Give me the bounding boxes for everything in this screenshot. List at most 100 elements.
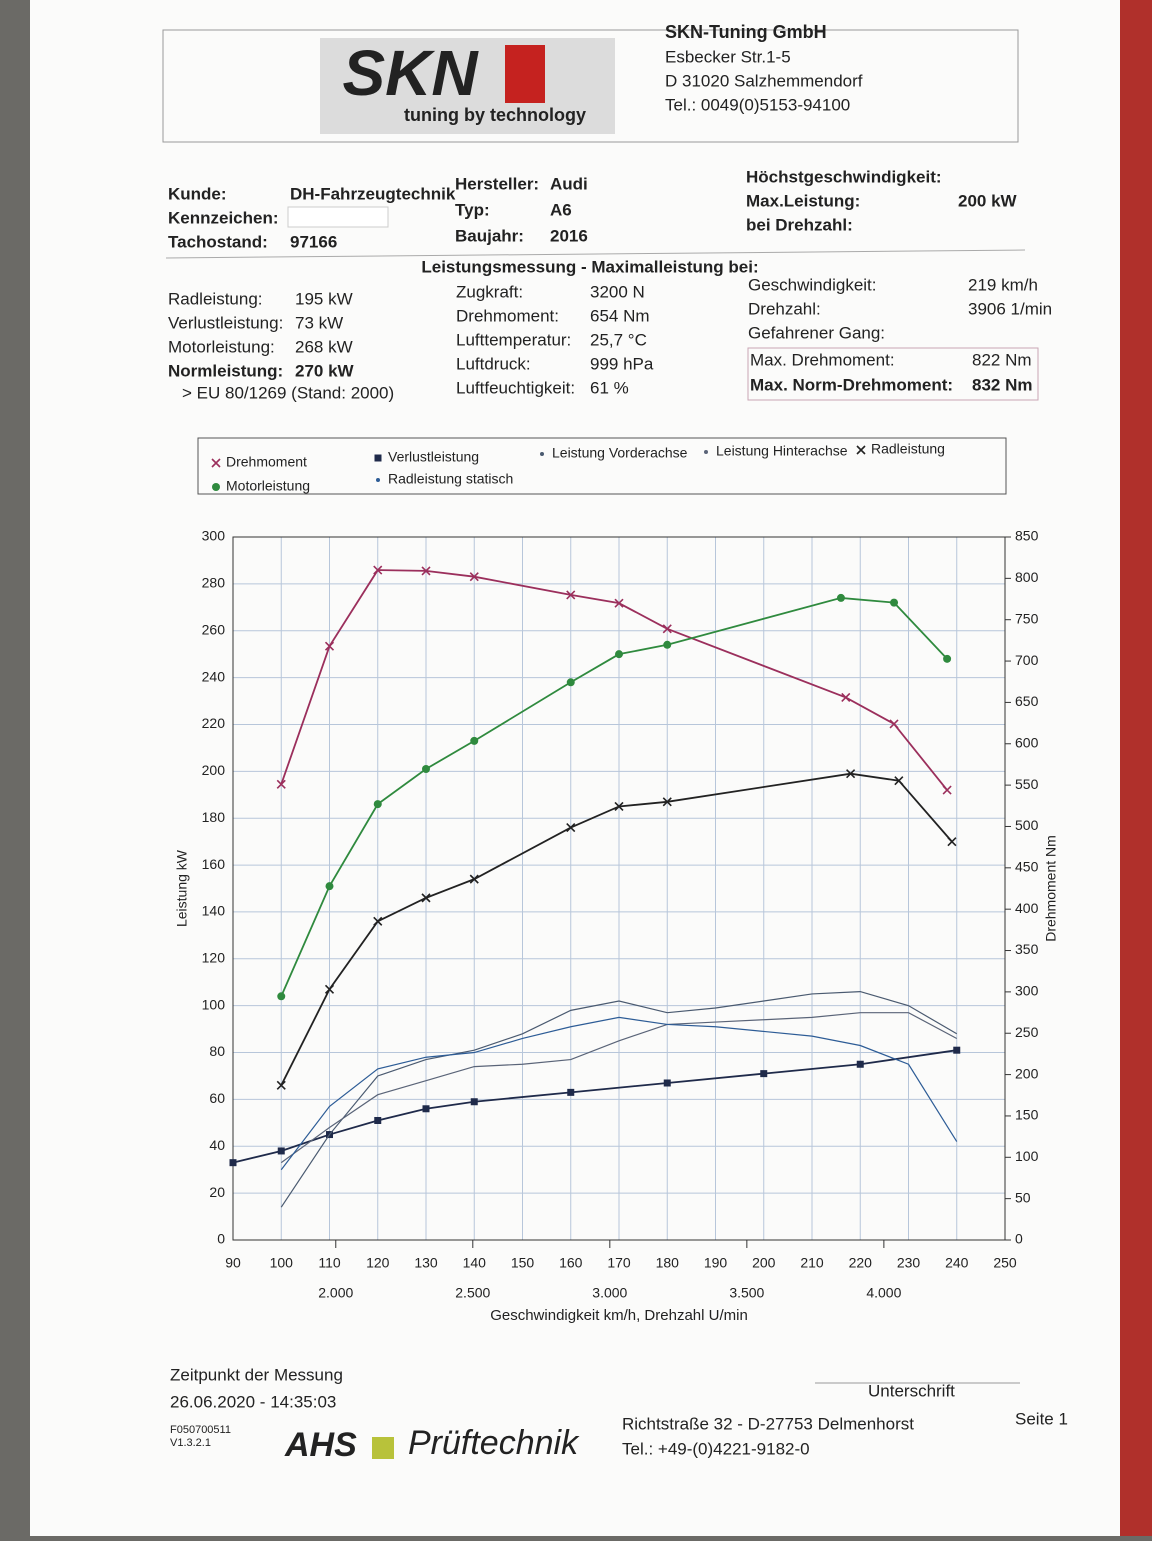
x-tick-label: 170 (607, 1255, 631, 1271)
y2-tick-label: 650 (1015, 693, 1039, 709)
marker (841, 692, 851, 703)
marker (376, 478, 380, 482)
version: V1.3.2.1 (170, 1437, 211, 1449)
y-tick-label: 200 (202, 762, 226, 778)
x-tick-label: 90 (225, 1255, 241, 1271)
field-value: A6 (550, 200, 572, 219)
x-tick-label: 110 (318, 1255, 341, 1271)
field-label: Gefahrener Gang: (748, 323, 885, 342)
y2-tick-label: 700 (1015, 652, 1039, 668)
y-tick-label: 160 (202, 856, 226, 872)
x-tick-label: 100 (270, 1255, 294, 1271)
measurement-title: Leistungsmessung - Maximalleistung bei: (421, 257, 758, 276)
marker (277, 992, 286, 1001)
marker (566, 823, 576, 833)
company: SKN-Tuning GmbH (665, 22, 827, 42)
field-label: Kennzeichen: (168, 208, 279, 227)
field-label: Radleistung: (168, 289, 263, 308)
field-value: 73 kW (295, 313, 343, 332)
field-label: Luftfeuchtigkeit: (456, 378, 575, 397)
field-label: Max. Drehmoment: (750, 350, 895, 369)
y-tick-label: 280 (202, 575, 226, 591)
field-label: Luftdruck: (456, 354, 531, 373)
field-value: 268 kW (295, 337, 353, 356)
x2-tick-label: 2.000 (318, 1285, 353, 1301)
marker (276, 779, 286, 789)
y2-tick-label: 100 (1015, 1148, 1039, 1164)
marker (836, 593, 845, 602)
marker (943, 654, 952, 663)
field-label: Lufttemperatur: (456, 330, 571, 349)
legend-label: Leistung Hinterachse (716, 443, 848, 459)
field-value: 97166 (290, 232, 337, 251)
marker (856, 445, 866, 455)
field-value: 61 % (590, 378, 629, 397)
redaction (287, 206, 389, 228)
y2-tick-label: 600 (1015, 734, 1039, 750)
marker (856, 1060, 864, 1068)
x2-tick-label: 2.500 (455, 1285, 490, 1301)
field-value: Audi (550, 174, 588, 193)
field-value: 219 km/h (968, 275, 1038, 294)
marker (953, 1046, 961, 1054)
marker (889, 719, 899, 729)
y-tick-label: 40 (209, 1137, 225, 1153)
field-value: DH-Fahrzeugtechnik (290, 184, 456, 203)
field-label: Max. Norm-Drehmoment: (750, 375, 953, 394)
x2-tick-label: 3.000 (592, 1285, 627, 1301)
field-label: Kunde: (168, 184, 227, 203)
header-box (162, 29, 1019, 143)
field-label: Zugkraft: (456, 282, 523, 301)
y-tick-label: 20 (209, 1184, 225, 1200)
field-label: Geschwindigkeit: (748, 275, 877, 294)
marker (212, 483, 220, 491)
marker (229, 1159, 237, 1167)
time-label: Zeitpunkt der Messung (170, 1365, 343, 1384)
y-tick-label: 0 (217, 1231, 225, 1247)
y2-tick-label: 800 (1015, 569, 1039, 585)
field-value: 3200 N (590, 282, 645, 301)
marker (566, 678, 575, 687)
max-box (747, 347, 1039, 401)
city: D 31020 Salzhemmendorf (665, 71, 863, 90)
x-tick-label: 230 (897, 1255, 921, 1271)
logo-box (320, 38, 615, 134)
x-tick-label: 150 (511, 1255, 535, 1271)
y-tick-label: 240 (202, 668, 226, 684)
y2-tick-label: 0 (1015, 1231, 1023, 1247)
marker (421, 566, 431, 576)
field-label: Normleistung: (168, 361, 283, 380)
marker (373, 916, 383, 926)
y2-tick-label: 300 (1015, 983, 1039, 999)
field-label: Tachostand: (168, 232, 268, 251)
y2-tick-label: 350 (1015, 941, 1039, 957)
y-tick-label: 260 (202, 621, 226, 637)
marker (421, 893, 431, 903)
y2-tick-label: 850 (1015, 528, 1039, 544)
y2-tick-label: 150 (1015, 1107, 1039, 1123)
phone: Tel.: 0049(0)5153-94100 (665, 95, 850, 114)
marker (662, 624, 672, 634)
chart: 90 100 110 120 130 140 150 160 170 180 190 200 210 22… (174, 441, 1059, 1324)
y2-tick-label: 200 (1015, 1065, 1039, 1081)
paper (30, 0, 1120, 1536)
x-tick-label: 220 (849, 1255, 873, 1271)
time: 26.06.2020 - 14:35:03 (170, 1392, 336, 1411)
marker (540, 452, 544, 456)
page-number: Seite 1 (1015, 1409, 1068, 1428)
divider (165, 249, 1026, 259)
y2-axis-label: Drehmoment Nm (1043, 835, 1059, 942)
y-axis-label: Leistung kW (174, 849, 190, 927)
field-label: Typ: (455, 200, 490, 219)
marker (211, 458, 221, 468)
marker (422, 1105, 430, 1113)
marker (663, 1079, 671, 1087)
x-axis-label: Geschwindigkeit km/h, Drehzahl U/min (490, 1307, 748, 1324)
field-label: Drehmoment: (456, 306, 559, 325)
marker (704, 450, 708, 454)
y-tick-label: 100 (202, 996, 226, 1012)
marker (890, 598, 899, 607)
legend-label: Radleistung statisch (388, 471, 513, 487)
signature-label: Unterschrift (868, 1381, 955, 1400)
x2-tick-label: 3.500 (729, 1285, 764, 1301)
